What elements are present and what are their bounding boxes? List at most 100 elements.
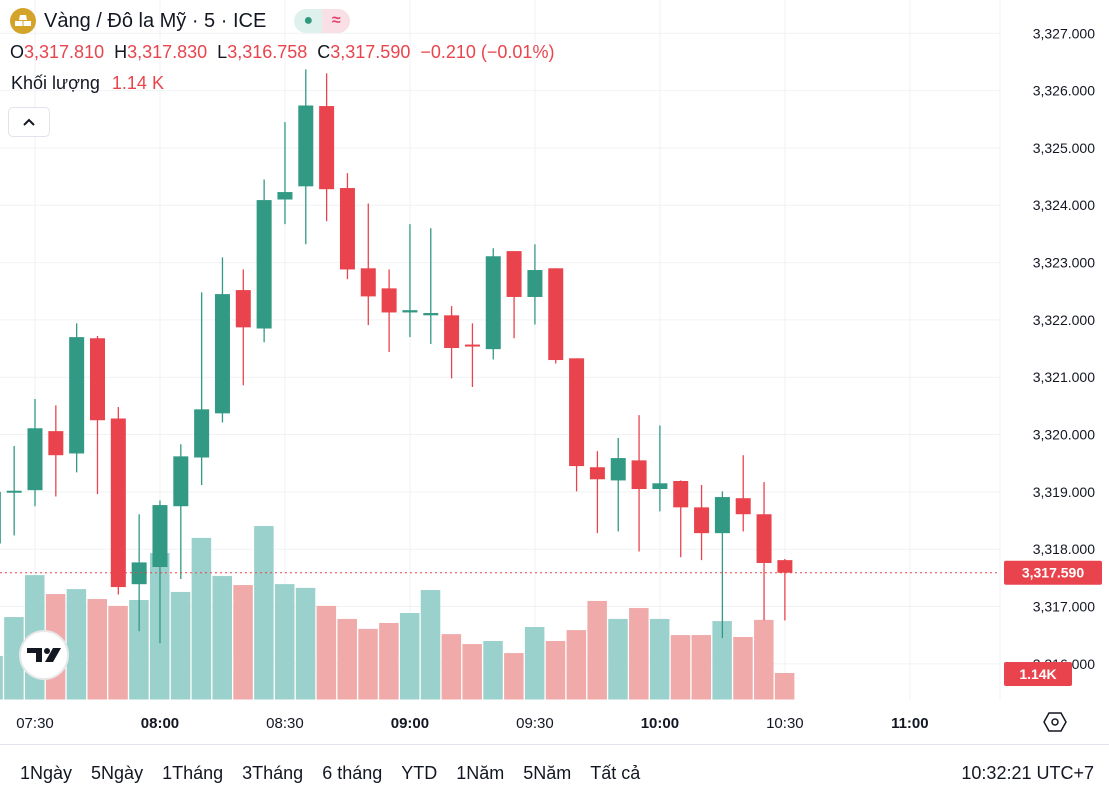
tradingview-logo[interactable]: [19, 630, 69, 680]
volume-bar: [629, 608, 649, 700]
candle-body: [652, 483, 668, 490]
volume-bar: [774, 672, 795, 700]
time-tick-label[interactable]: 08:30: [266, 715, 304, 732]
candle-body: [714, 497, 730, 534]
close-value: 3,317.590: [330, 42, 411, 62]
time-tick-label[interactable]: 09:00: [391, 715, 429, 732]
time-tick-label[interactable]: 08:00: [141, 715, 179, 732]
settings-icon[interactable]: [1043, 712, 1067, 732]
candle-body: [89, 338, 105, 421]
range-button[interactable]: 5Năm: [523, 763, 572, 783]
candle-body: [631, 460, 647, 490]
volume-bar: [566, 630, 587, 700]
time-tick-label[interactable]: 09:30: [516, 715, 554, 732]
high-value: 3,317.830: [127, 42, 208, 62]
chart-overlay: [0, 0, 1001, 700]
time-tick-label[interactable]: 07:30: [16, 715, 54, 732]
symbol-title[interactable]: Vàng / Đô la Mỹ · 5 · ICE: [44, 9, 267, 32]
price-tick-label[interactable]: 3,323.000: [1033, 255, 1095, 271]
volume-bar: [87, 599, 107, 700]
price-tick-label[interactable]: 3,322.000: [1033, 312, 1095, 328]
last-volume-marker[interactable]: [1004, 661, 1072, 686]
delayed-data-icon[interactable]: ≈: [322, 9, 351, 33]
price-tick-label[interactable]: 3,320.000: [1033, 427, 1095, 443]
volume-bar: [108, 605, 128, 700]
price-tick-label[interactable]: 3,318.000: [1033, 541, 1095, 557]
volume-bar: [462, 644, 482, 700]
last-price-label: 3,317.590: [1022, 565, 1084, 581]
candle-body: [756, 514, 772, 563]
low-label: L: [217, 42, 228, 62]
collapse-legend-button[interactable]: [8, 107, 50, 137]
time-tick-label[interactable]: 11:00: [891, 715, 929, 732]
range-buttons: 1Ngày 5Ngày 1Tháng 3Tháng 6 tháng YTD 1Năm 5Năm…: [20, 763, 640, 784]
volume-bar: [0, 655, 3, 700]
volume-bar: [733, 636, 753, 700]
range-button[interactable]: 3Tháng: [242, 763, 304, 783]
volume-bar: [399, 613, 420, 700]
price-axis[interactable]: 3,327.000 3,326.000 3,325.000 3,324.000 3,32…: [1004, 25, 1102, 686]
candle-body: [777, 560, 793, 573]
candle-body: [402, 310, 418, 313]
volume-bar: [504, 653, 524, 700]
candle-body: [194, 409, 210, 458]
volume-value: 1.14 K: [111, 73, 164, 93]
time-tick-label[interactable]: 10:30: [766, 715, 804, 732]
volume-bar: [691, 635, 712, 700]
volume-bar: [295, 587, 316, 700]
price-tick-label[interactable]: 3,317.000: [1033, 599, 1095, 615]
market-open-dot-icon[interactable]: ●: [294, 9, 323, 33]
candle-body: [694, 507, 710, 534]
candle-body: [256, 200, 272, 329]
volume-bar: [129, 599, 149, 700]
candle-body: [735, 498, 751, 515]
range-button[interactable]: 5Ngày: [91, 763, 144, 783]
ohlc-legend: O3,317.810 H3,317.830 L3,316.758 C3,317.…: [10, 42, 554, 63]
price-tick-label[interactable]: 3,319.000: [1033, 484, 1095, 500]
close-label: C: [317, 42, 331, 62]
volume-bar: [670, 635, 691, 700]
candle-body: [506, 251, 522, 297]
candle-body: [464, 344, 480, 347]
price-tick-label[interactable]: 3,321.000: [1033, 369, 1095, 385]
price-tick-label[interactable]: 3,325.000: [1033, 140, 1095, 156]
volume-bar: [545, 640, 566, 700]
volume-bar: [420, 590, 441, 700]
price-tick-label[interactable]: 3,327.000: [1033, 25, 1095, 41]
price-tick-label[interactable]: 3,324.000: [1033, 197, 1095, 213]
volume-bar: [316, 605, 337, 700]
candle-body: [673, 480, 689, 508]
volume-bar: [483, 640, 503, 700]
symbol-header: Vàng / Đô la Mỹ · 5 · ICE ● ≈: [10, 8, 351, 34]
candle-body: [548, 268, 564, 361]
last-volume-label: 1.14K: [1019, 666, 1056, 682]
range-button[interactable]: 6 tháng: [322, 763, 383, 783]
volume-bar: [712, 621, 732, 700]
range-button[interactable]: 1Năm: [456, 763, 505, 783]
range-button[interactable]: 1Ngày: [20, 763, 73, 783]
clock-timezone[interactable]: 10:32:21 UTC+7: [961, 763, 1094, 783]
status-badges[interactable]: ● ≈: [294, 9, 351, 33]
volume-bar: [754, 619, 774, 700]
candle-body: [27, 428, 43, 491]
volume-bar: [66, 589, 87, 700]
time-axis[interactable]: 07:30 08:00 08:30 09:00 09:30 10:00 10:30 11:00: [16, 715, 928, 732]
candle-body: [319, 106, 335, 190]
candle-body: [360, 268, 376, 297]
candle-body: [610, 458, 626, 481]
last-price-marker[interactable]: [1004, 560, 1102, 585]
candle-body: [173, 456, 189, 507]
time-tick-label[interactable]: 10:00: [641, 715, 679, 732]
price-chart[interactable]: 3,327.000 3,326.000 3,325.000 3,324.000 3,32…: [0, 0, 1109, 744]
candle-body: [131, 562, 147, 585]
range-button[interactable]: YTD: [401, 763, 438, 783]
volume-bar: [608, 618, 628, 700]
volume-bar: [191, 537, 212, 700]
range-button[interactable]: Tất cả: [590, 763, 641, 783]
volume-bar: [4, 617, 24, 700]
price-tick-label[interactable]: 3,326.000: [1033, 83, 1095, 99]
high-label: H: [114, 42, 128, 62]
range-button[interactable]: 1Tháng: [162, 763, 224, 783]
volume-bar: [254, 526, 274, 700]
volume-bar: [358, 628, 378, 700]
